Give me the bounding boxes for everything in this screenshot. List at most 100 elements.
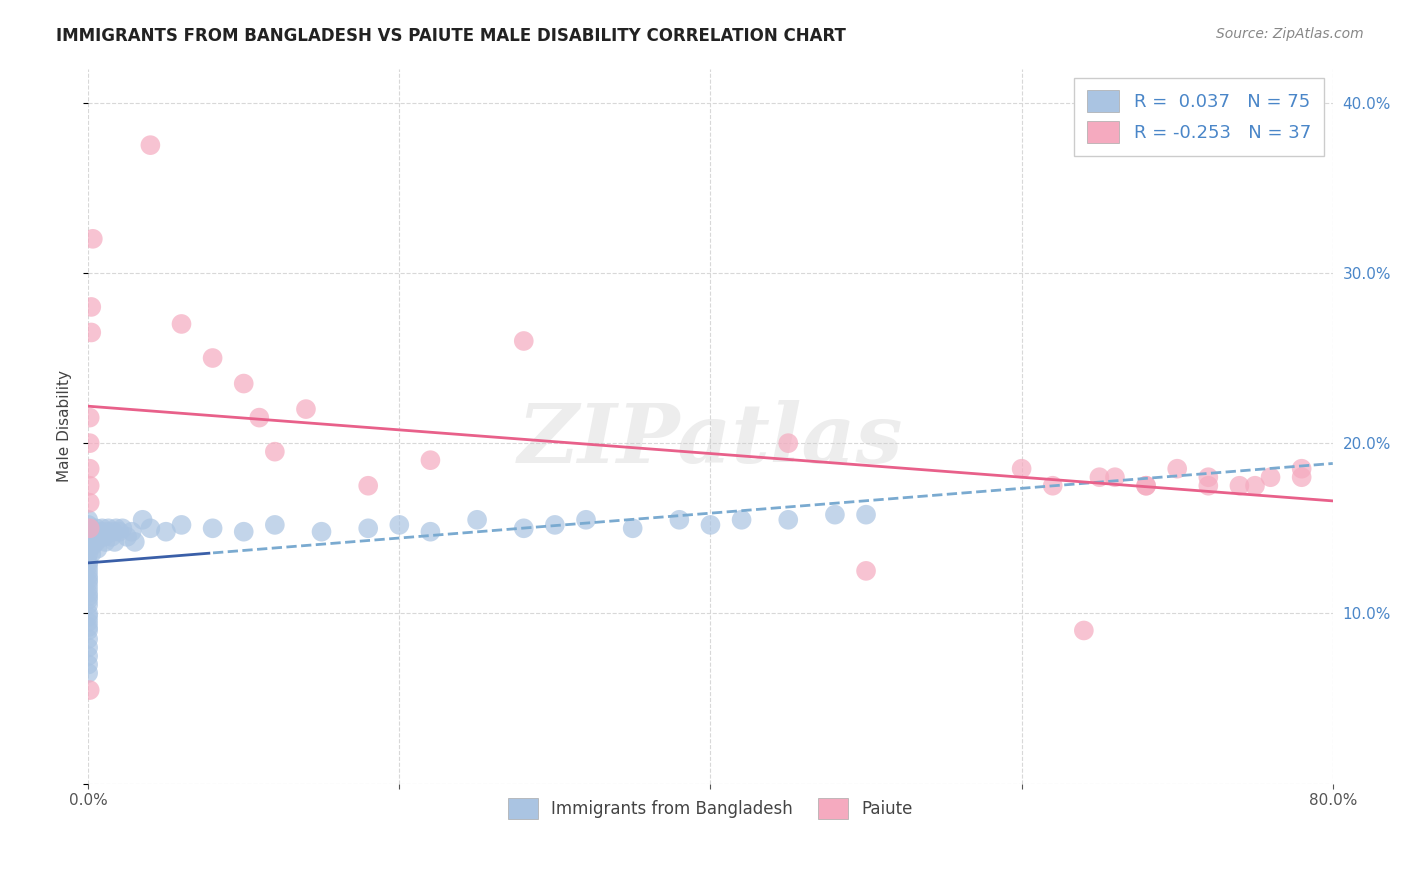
- Point: [77, 592, 100, 607]
- Point: [77, 586, 100, 600]
- Point: [79, 461, 101, 475]
- Point: [80, 300, 103, 314]
- Point: [77, 624, 100, 638]
- Point: [295, 402, 318, 417]
- Text: IMMIGRANTS FROM BANGLADESH VS PAIUTE MALE DISABILITY CORRELATION CHART: IMMIGRANTS FROM BANGLADESH VS PAIUTE MAL…: [56, 27, 846, 45]
- Point: [82, 538, 104, 552]
- Point: [77, 581, 100, 595]
- Point: [86, 541, 108, 556]
- Point: [357, 479, 380, 493]
- Legend: Immigrants from Bangladesh, Paiute: Immigrants from Bangladesh, Paiute: [502, 792, 920, 825]
- Point: [97, 521, 120, 535]
- Point: [77, 620, 100, 634]
- Point: [77, 640, 100, 655]
- Point: [121, 524, 143, 539]
- Point: [79, 410, 101, 425]
- Point: [855, 564, 877, 578]
- Point: [79, 683, 101, 698]
- Point: [263, 444, 285, 458]
- Point: [1197, 479, 1219, 493]
- Point: [77, 575, 100, 590]
- Point: [1166, 461, 1188, 475]
- Point: [778, 436, 800, 450]
- Point: [232, 524, 254, 539]
- Y-axis label: Male Disability: Male Disability: [58, 370, 72, 483]
- Point: [1104, 470, 1126, 484]
- Point: [855, 508, 877, 522]
- Text: ZIPatlas: ZIPatlas: [517, 401, 903, 481]
- Point: [77, 598, 100, 612]
- Point: [1229, 479, 1251, 493]
- Point: [139, 138, 162, 153]
- Point: [1088, 470, 1111, 484]
- Point: [108, 524, 131, 539]
- Point: [77, 569, 100, 583]
- Point: [77, 564, 100, 578]
- Point: [77, 517, 100, 532]
- Point: [419, 453, 441, 467]
- Point: [1291, 461, 1313, 475]
- Point: [124, 535, 146, 549]
- Point: [155, 524, 177, 539]
- Point: [778, 513, 800, 527]
- Point: [575, 513, 598, 527]
- Point: [87, 530, 110, 544]
- Point: [90, 524, 112, 539]
- Point: [170, 317, 193, 331]
- Point: [1291, 470, 1313, 484]
- Point: [77, 513, 100, 527]
- Point: [139, 521, 162, 535]
- Point: [77, 610, 100, 624]
- Point: [465, 513, 488, 527]
- Point: [93, 530, 115, 544]
- Point: [513, 334, 536, 348]
- Point: [730, 513, 752, 527]
- Point: [824, 508, 846, 522]
- Point: [77, 555, 100, 569]
- Point: [201, 351, 224, 365]
- Point: [1135, 479, 1157, 493]
- Point: [77, 547, 100, 561]
- Point: [77, 615, 100, 629]
- Point: [77, 666, 100, 681]
- Point: [1244, 479, 1267, 493]
- Point: [115, 530, 138, 544]
- Point: [111, 521, 134, 535]
- Point: [247, 410, 270, 425]
- Point: [1197, 470, 1219, 484]
- Point: [80, 547, 103, 561]
- Text: Source: ZipAtlas.com: Source: ZipAtlas.com: [1216, 27, 1364, 41]
- Point: [77, 535, 100, 549]
- Point: [1073, 624, 1095, 638]
- Point: [77, 648, 100, 663]
- Point: [82, 232, 104, 246]
- Point: [79, 521, 101, 535]
- Point: [170, 517, 193, 532]
- Point: [1135, 479, 1157, 493]
- Point: [311, 524, 333, 539]
- Point: [77, 632, 100, 646]
- Point: [104, 535, 127, 549]
- Point: [82, 530, 104, 544]
- Point: [131, 513, 153, 527]
- Point: [77, 657, 100, 672]
- Point: [1042, 479, 1064, 493]
- Point: [79, 479, 101, 493]
- Point: [419, 524, 441, 539]
- Point: [77, 521, 100, 535]
- Point: [621, 521, 644, 535]
- Point: [83, 524, 105, 539]
- Point: [263, 517, 285, 532]
- Point: [77, 530, 100, 544]
- Point: [388, 517, 411, 532]
- Point: [77, 524, 100, 539]
- Point: [100, 530, 122, 544]
- Point: [91, 521, 114, 535]
- Point: [105, 521, 128, 535]
- Point: [232, 376, 254, 391]
- Point: [77, 590, 100, 604]
- Point: [79, 496, 101, 510]
- Point: [94, 535, 117, 549]
- Point: [201, 521, 224, 535]
- Point: [79, 436, 101, 450]
